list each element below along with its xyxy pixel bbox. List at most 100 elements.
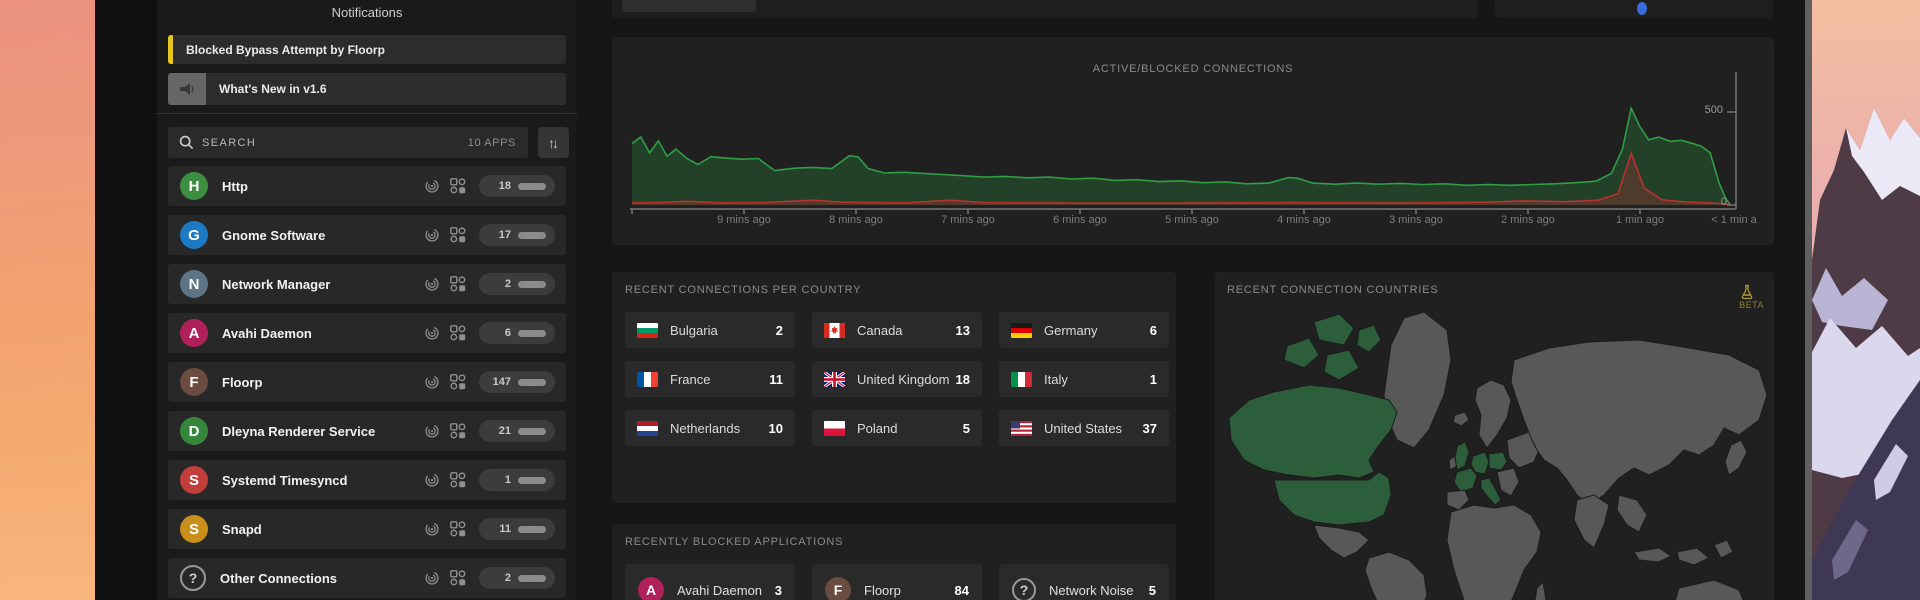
blocked-app-card-network-noise[interactable]: ? Network Noise 5 (999, 564, 1169, 600)
app-name: Snapd (222, 521, 262, 537)
apps-grid-icon[interactable] (450, 472, 466, 488)
connection-count-badge: 17 (479, 224, 555, 246)
app-name: Http (222, 178, 248, 194)
country-count: 2 (775, 322, 783, 338)
blocked-count: 84 (954, 582, 969, 598)
beta-label: BETA (1739, 300, 1764, 310)
apps-panel: Notifications Blocked Bypass Attempt by … (157, 0, 577, 600)
notification-accent-bar (168, 35, 173, 64)
panel-divider (157, 113, 577, 114)
bulgaria-flag-icon (637, 322, 658, 338)
app-avatar: F (180, 368, 208, 396)
notifications-header: Notifications (331, 5, 403, 20)
country-card-poland: Poland 5 (812, 410, 982, 446)
top-panel-button-cutoff (622, 0, 756, 12)
country-count: 6 (1149, 322, 1157, 338)
x-axis-label: 2 mins ago (1501, 214, 1555, 226)
map-region-united-kingdom (1454, 441, 1470, 471)
monitor-icon[interactable] (424, 276, 440, 292)
monitor-icon[interactable] (424, 227, 440, 243)
app-row-dleyna-renderer[interactable]: D Dleyna Renderer Service 21 (168, 411, 566, 451)
country-card-united-states: United States 37 (999, 410, 1169, 446)
app-row-systemd-timesyncd[interactable]: S Systemd Timesyncd 1 (168, 460, 566, 500)
monitor-icon[interactable] (424, 178, 440, 194)
app-row-other-connections[interactable]: ? Other Connections 2 (168, 558, 566, 598)
app-row-snapd[interactable]: S Snapd 11 (168, 509, 566, 549)
app-row-gnome-software[interactable]: G Gnome Software 17 (168, 215, 566, 255)
connection-count-badge: 11 (479, 518, 555, 540)
recently-blocked-panel: RECENTLY BLOCKED APPLICATIONS A Avahi Da… (612, 524, 1176, 600)
search-placeholder: SEARCH (202, 136, 257, 149)
connection-count-badge: 18 (479, 175, 555, 197)
x-axis-label: 1 min ago (1615, 214, 1665, 226)
country-card-united-kingdom: United Kingdom 18 (812, 361, 982, 397)
apps-grid-icon[interactable] (450, 227, 466, 243)
connection-count-badge: 6 (479, 322, 555, 344)
search-input[interactable]: SEARCH 10 APPS (168, 127, 528, 158)
blocked-app-name: Floorp (864, 582, 901, 598)
apps-grid-icon[interactable] (450, 374, 466, 390)
map-region-united-states (1273, 471, 1392, 526)
apps-grid-icon[interactable] (450, 570, 466, 586)
x-axis-label: < 1 min a (1711, 214, 1757, 226)
apps-grid-icon[interactable] (450, 178, 466, 194)
monitor-icon[interactable] (424, 521, 440, 537)
app-avatar: H (180, 172, 208, 200)
notification-text: What's New in v1.6 (219, 82, 327, 96)
monitor-icon[interactable] (424, 423, 440, 439)
country-count: 5 (962, 420, 970, 436)
blocked-app-card-floorp[interactable]: F Floorp 84 (812, 564, 982, 600)
y-axis-tick-500: 500 (1704, 104, 1723, 116)
connections-chart-panel: ACTIVE/BLOCKED CONNECTIONS (612, 37, 1774, 245)
country-count: 18 (955, 371, 970, 387)
megaphone-icon (168, 73, 206, 105)
wallpaper-left (0, 0, 95, 600)
apps-grid-icon[interactable] (450, 276, 466, 292)
notification-blocked-bypass[interactable]: Blocked Bypass Attempt by Floorp (168, 35, 566, 64)
map-region-canada (1228, 313, 1398, 479)
canada-flag-icon (824, 322, 845, 338)
blocked-count: 5 (1148, 582, 1156, 598)
app-avatar: S (180, 466, 208, 494)
connections-chart (630, 72, 1742, 217)
app-avatar: A (180, 319, 208, 347)
apps-grid-icon[interactable] (450, 521, 466, 537)
monitor-icon[interactable] (424, 472, 440, 488)
series-area-blocked (632, 153, 1730, 205)
app-avatar: F (825, 577, 851, 600)
country-card-italy: Italy 1 (999, 361, 1169, 397)
app-avatar-question: ? (1012, 578, 1036, 600)
app-avatar: S (180, 515, 208, 543)
app-row-avahi-daemon[interactable]: A Avahi Daemon 6 (168, 313, 566, 353)
us-flag-icon (1011, 420, 1032, 436)
country-count: 11 (769, 371, 783, 387)
country-name: Poland (857, 420, 898, 436)
panel-title: RECENT CONNECTION COUNTRIES (1227, 284, 1439, 296)
connection-count-badge: 21 (479, 420, 555, 442)
blocked-count: 3 (774, 582, 782, 598)
series-line-active (631, 105, 1731, 205)
connection-count-badge: 2 (479, 273, 555, 295)
notification-whats-new[interactable]: What's New in v1.6 (168, 73, 566, 105)
wallpaper-right-mountain (1812, 0, 1920, 600)
apps-grid-icon[interactable] (450, 423, 466, 439)
flask-icon (1741, 284, 1753, 300)
x-axis-label: 5 mins ago (1165, 214, 1219, 226)
country-card-bulgaria: Bulgaria 2 (625, 312, 795, 348)
country-count: 10 (768, 420, 783, 436)
app-row-http[interactable]: H Http 18 (168, 166, 566, 206)
app-row-network-manager[interactable]: N Network Manager 2 (168, 264, 566, 304)
chart-title: ACTIVE/BLOCKED CONNECTIONS (1092, 63, 1294, 75)
blocked-app-card-avahi[interactable]: A Avahi Daemon 3 (625, 564, 795, 600)
monitor-icon[interactable] (424, 570, 440, 586)
app-name: Dleyna Renderer Service (222, 423, 376, 439)
top-panel-cutoff (612, 0, 1478, 18)
app-name: Network Manager (222, 276, 331, 292)
sort-button[interactable]: ↑ ↓ (538, 127, 569, 158)
x-axis-label: 3 mins ago (1389, 214, 1443, 226)
monitor-icon[interactable] (424, 325, 440, 341)
apps-grid-icon[interactable] (450, 325, 466, 341)
monitor-icon[interactable] (424, 374, 440, 390)
app-row-floorp[interactable]: F Floorp 147 (168, 362, 566, 402)
country-card-germany: Germany 6 (999, 312, 1169, 348)
